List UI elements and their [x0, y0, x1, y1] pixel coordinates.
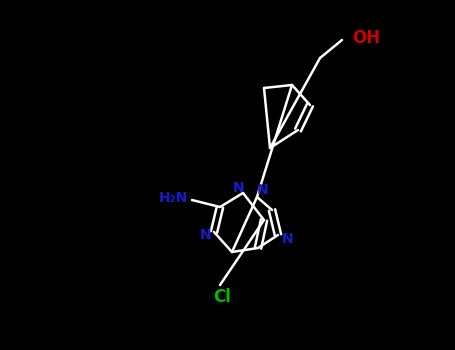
Text: N: N — [233, 181, 245, 195]
Text: Cl: Cl — [213, 288, 231, 306]
Text: H₂N: H₂N — [159, 191, 188, 205]
Text: N: N — [257, 183, 269, 197]
Text: N: N — [200, 228, 212, 242]
Text: N: N — [282, 232, 294, 246]
Text: OH: OH — [352, 29, 380, 47]
